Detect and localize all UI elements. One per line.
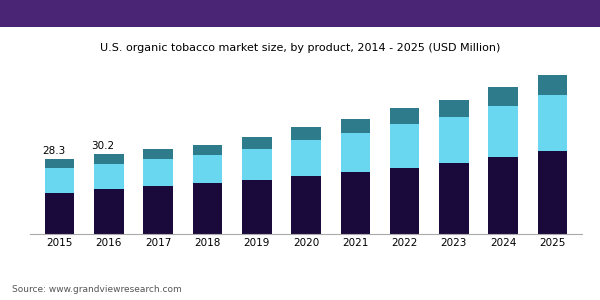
Bar	[488, 87, 518, 106]
Bar	[291, 176, 321, 234]
Bar	[45, 193, 74, 234]
Bar	[193, 183, 222, 234]
Bar	[143, 149, 173, 159]
Bar	[390, 108, 419, 124]
Bar	[439, 163, 469, 234]
Text: U.S. organic tobacco market size, by product, 2014 - 2025 (USD Million): U.S. organic tobacco market size, by pro…	[100, 43, 500, 53]
Bar	[538, 75, 567, 95]
Bar	[341, 172, 370, 234]
Bar	[291, 127, 321, 140]
Text: 28.3: 28.3	[42, 146, 65, 156]
Bar	[341, 119, 370, 134]
Bar	[94, 154, 124, 164]
Bar	[193, 145, 222, 155]
Bar	[488, 106, 518, 157]
Bar	[94, 164, 124, 189]
Text: Source: www.grandviewresearch.com: Source: www.grandviewresearch.com	[12, 285, 182, 294]
Bar	[45, 168, 74, 193]
Bar	[143, 186, 173, 234]
Bar	[439, 100, 469, 117]
Bar	[291, 140, 321, 176]
Bar	[488, 157, 518, 234]
Bar	[242, 137, 271, 149]
Text: 30.2: 30.2	[91, 141, 114, 152]
Bar	[538, 151, 567, 234]
Bar	[193, 155, 222, 183]
Bar	[94, 189, 124, 234]
Bar	[242, 149, 271, 180]
Bar	[341, 134, 370, 172]
Bar	[45, 159, 74, 168]
Bar	[538, 95, 567, 151]
Bar	[143, 159, 173, 186]
Bar	[390, 124, 419, 168]
Bar	[439, 117, 469, 163]
Bar	[242, 180, 271, 234]
Bar	[390, 168, 419, 234]
